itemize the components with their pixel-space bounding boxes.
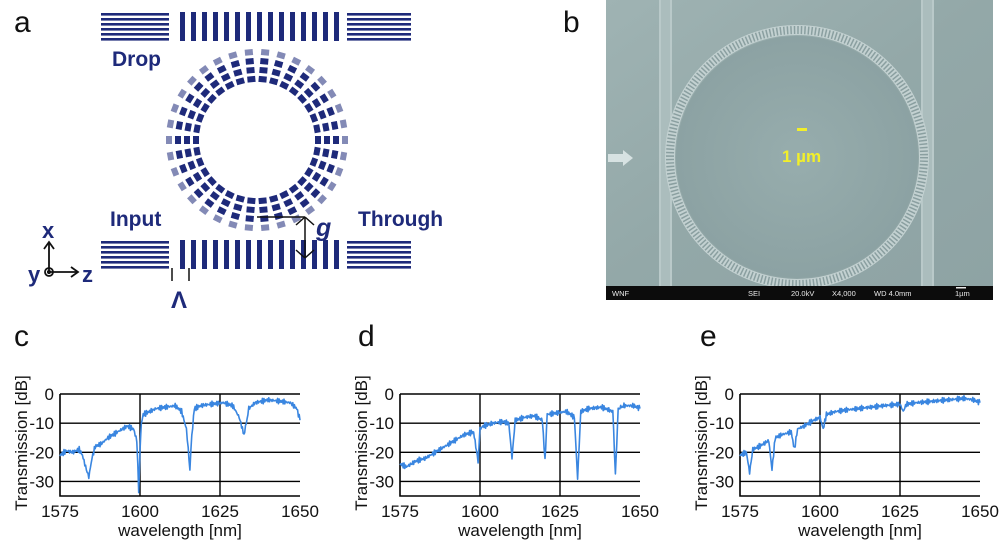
x-tick-label: 1600 (461, 502, 499, 521)
gap-label: g (315, 214, 331, 242)
y-axis-label: Transmission [dB] (12, 375, 31, 510)
chart-c-svg: 1575 1600 1625 1650 0 -10 -20 -30 wavelength [nm… (12, 375, 319, 540)
sem-info-wnf: WNF (612, 289, 629, 298)
y-tick-label: -20 (709, 443, 734, 462)
y-tick-label: -10 (709, 414, 734, 433)
y-tick-label: -30 (29, 472, 54, 491)
series-line (739, 394, 981, 475)
y-tick-label: -30 (709, 472, 734, 491)
series-line (59, 396, 301, 494)
input-waveguide-grating (101, 240, 411, 269)
transmission-chart-c: 1575 1600 1625 1650 0 -10 -20 -30 wavelength [nm… (0, 368, 320, 542)
sem-picture: 1 µm WNF SEI 20.0kV X4,000 WD 4.0mm 1µm (606, 0, 993, 300)
schematic-drawing: Drop Input Through g Λ x y z (28, 12, 443, 314)
x-tick-label: 1575 (721, 502, 759, 521)
scale-label: 1 µm (782, 147, 821, 166)
x-tick-label: 1600 (801, 502, 839, 521)
sem-info-sei: SEI (748, 289, 760, 298)
y-tick-label: 0 (725, 385, 734, 404)
sem-info-wd: WD 4.0mm (874, 289, 912, 298)
drop-label: Drop (112, 48, 161, 71)
input-arrow (608, 150, 633, 166)
through-label: Through (358, 208, 443, 231)
axes-frame (59, 394, 300, 497)
panel-label-c: c (14, 320, 29, 353)
chart-e-svg: 1575 1600 1625 1650 0 -10 -20 -30 wavelength [nm… (692, 375, 999, 540)
ring-disk (665, 25, 929, 289)
chart-d-svg: 1575 1600 1625 1650 0 -10 -20 -30 wavelength [nm… (352, 375, 659, 540)
x-tick-label: 1625 (541, 502, 579, 521)
y-tick-label: -10 (369, 414, 394, 433)
y-tick-label: -10 (29, 414, 54, 433)
ring-resonator-schematic: Drop Input Through g Λ x y z (0, 0, 560, 320)
axis-x-label: x (42, 218, 55, 243)
sem-info-bar (606, 286, 993, 300)
x-tick-label: 1625 (201, 502, 239, 521)
transmission-chart-d: 1575 1600 1625 1650 0 -10 -20 -30 wavelength [nm… (340, 368, 660, 542)
x-tick-label: 1650 (621, 502, 659, 521)
panel-label-a: a (14, 6, 31, 39)
y-axis-label: Transmission [dB] (352, 375, 371, 510)
y-tick-label: 0 (45, 385, 54, 404)
ring-grating (166, 49, 348, 231)
axes-frame (739, 394, 980, 497)
input-label: Input (110, 208, 161, 231)
x-tick-label: 1625 (881, 502, 919, 521)
axes-frame (399, 394, 640, 497)
axis-y-label: y (28, 262, 41, 287)
drop-waveguide-grating (101, 12, 411, 41)
y-axis-label: Transmission [dB] (692, 375, 711, 510)
x-tick-label: 1575 (381, 502, 419, 521)
period-marker (171, 268, 190, 281)
transmission-chart-e: 1575 1600 1625 1650 0 -10 -20 -30 wavelength [nm… (680, 368, 1000, 542)
panel-label-e: e (700, 320, 717, 353)
axis-z-label: z (82, 262, 93, 287)
panel-label-b: b (563, 6, 580, 39)
sem-image: 1 µm WNF SEI 20.0kV X4,000 WD 4.0mm 1µm (606, 0, 993, 300)
x-tick-label: 1575 (41, 502, 79, 521)
panel-label-d: d (358, 320, 375, 353)
y-tick-label: -30 (369, 472, 394, 491)
y-tick-label: 0 (385, 385, 394, 404)
left-waveguide (659, 0, 672, 286)
x-axis-label: wavelength [nm] (797, 521, 922, 540)
x-tick-label: 1650 (281, 502, 319, 521)
period-label: Λ (171, 287, 187, 314)
x-tick-label: 1600 (121, 502, 159, 521)
x-axis-label: wavelength [nm] (457, 521, 582, 540)
series-line (399, 402, 641, 480)
x-tick-label: 1650 (961, 502, 999, 521)
sem-info-scale: 1µm (955, 289, 970, 298)
x-axis-label: wavelength [nm] (117, 521, 242, 540)
coordinate-axes (43, 240, 80, 278)
sem-info-kv: 20.0kV (791, 289, 814, 298)
gap-marker (257, 216, 315, 259)
y-tick-label: -20 (369, 443, 394, 462)
sem-info-mag: X4,000 (832, 289, 856, 298)
scale-bar (797, 128, 807, 131)
y-tick-label: -20 (29, 443, 54, 462)
